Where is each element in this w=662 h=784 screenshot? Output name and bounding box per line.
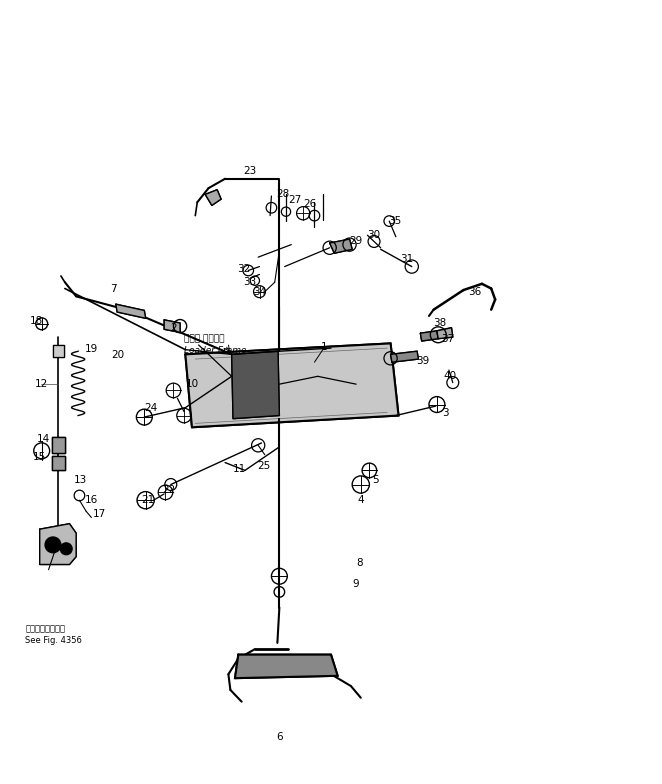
Polygon shape [164,320,180,332]
Text: 28: 28 [277,190,290,199]
Polygon shape [235,655,338,678]
Text: 25: 25 [257,462,270,471]
Polygon shape [116,304,146,318]
Polygon shape [52,456,65,470]
Text: 17: 17 [93,509,106,518]
Text: See Fig. 4356: See Fig. 4356 [25,637,82,645]
Text: 30: 30 [367,230,381,240]
Text: 15: 15 [33,452,46,462]
Polygon shape [391,351,418,362]
Text: 13: 13 [74,475,87,485]
Text: 10: 10 [185,379,199,389]
Text: 32: 32 [237,264,250,274]
Text: 16: 16 [85,495,98,505]
Polygon shape [185,343,399,427]
Polygon shape [232,351,279,419]
Text: 40: 40 [444,372,457,381]
Text: 33: 33 [244,278,257,287]
Polygon shape [52,437,65,453]
Polygon shape [420,331,438,341]
Text: 36: 36 [468,288,481,297]
Circle shape [45,537,61,553]
Text: 9: 9 [352,579,359,589]
Text: 37: 37 [441,334,454,343]
Text: 7: 7 [111,284,117,293]
Polygon shape [330,239,352,253]
Text: 31: 31 [400,254,413,263]
Text: 11: 11 [233,464,246,474]
Text: 22: 22 [162,485,175,495]
Text: 2: 2 [170,323,177,332]
Text: 5: 5 [372,475,379,485]
Text: Loader Frame: Loader Frame [184,347,246,355]
Text: 4: 4 [357,495,364,505]
Text: 35: 35 [388,216,401,226]
Text: 23: 23 [244,166,257,176]
Polygon shape [437,328,453,339]
Text: 18: 18 [30,317,43,326]
Text: 3: 3 [442,408,449,418]
Text: 1: 1 [321,343,328,352]
Text: 39: 39 [416,356,429,365]
Polygon shape [205,190,221,205]
Text: 19: 19 [85,344,98,354]
Text: 24: 24 [144,403,158,412]
Text: 12: 12 [34,379,48,389]
Text: 27: 27 [288,195,301,205]
Text: 21: 21 [141,495,154,505]
Text: 第４３５６図参照: 第４３５６図参照 [25,624,65,633]
Text: 8: 8 [356,558,363,568]
Polygon shape [53,345,64,357]
Circle shape [60,543,72,555]
Text: 14: 14 [36,434,50,444]
Polygon shape [40,524,76,564]
Text: 34: 34 [254,288,267,297]
Text: 6: 6 [276,732,283,742]
Text: 20: 20 [111,350,124,360]
Text: ローダ フレーム: ローダ フレーム [184,334,224,343]
Text: 26: 26 [303,199,316,209]
Text: 38: 38 [434,318,447,328]
Text: 29: 29 [350,237,363,246]
